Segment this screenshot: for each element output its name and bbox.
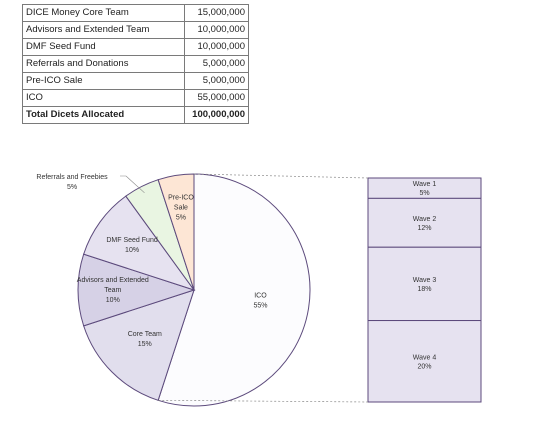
- allocation-table-body: DICE Money Core Team 15,000,000 Advisors a…: [22, 4, 249, 124]
- wave-label-2: Wave 2 12%: [413, 216, 437, 232]
- pie-label-1: Core Team 15%: [128, 331, 162, 348]
- wave-label-1: Wave 1 5%: [413, 181, 437, 197]
- allocation-table: DICE Money Core Team 15,000,000 Advisors a…: [22, 4, 249, 124]
- pie-label-5: Pre-ICO Sale 5%: [168, 195, 194, 222]
- row-value: 100,000,000: [184, 106, 249, 124]
- connector-bottom: [158, 399, 369, 403]
- pie-slice-3: [83, 195, 196, 291]
- pie-slice-1: [83, 289, 195, 401]
- pie-label-2: Advisors and Extended Team 10%: [77, 277, 149, 304]
- table-total-row: Total Dicets Allocated 100,000,000: [22, 106, 249, 124]
- table-row: Referrals and Donations 5,000,000: [22, 55, 249, 73]
- wave-bar-3: [367, 246, 482, 322]
- wave-label-4: Wave 4 20%: [413, 354, 437, 370]
- connector-top: [193, 173, 369, 179]
- pie-label-3: DMF Seed Fund 10%: [106, 237, 157, 254]
- pie-label-0: ICO 55%: [253, 293, 267, 310]
- pie-slice-5: [157, 173, 195, 291]
- wave-bar-2: [367, 197, 482, 248]
- table-row: ICO 55,000,000: [22, 89, 249, 107]
- pie-leader-line: [120, 175, 145, 194]
- table-row: Pre-ICO Sale 5,000,000: [22, 72, 249, 90]
- pie-slice-2: [77, 253, 196, 327]
- pie-label-4: Referrals and Freebies 5%: [36, 174, 108, 191]
- row-label: Total Dicets Allocated: [22, 106, 185, 124]
- wave-label-3: Wave 3 18%: [413, 277, 437, 293]
- pie-slice-0: [157, 173, 311, 407]
- wave-bar-4: [367, 320, 482, 403]
- table-row: Advisors and Extended Team 10,000,000: [22, 21, 249, 39]
